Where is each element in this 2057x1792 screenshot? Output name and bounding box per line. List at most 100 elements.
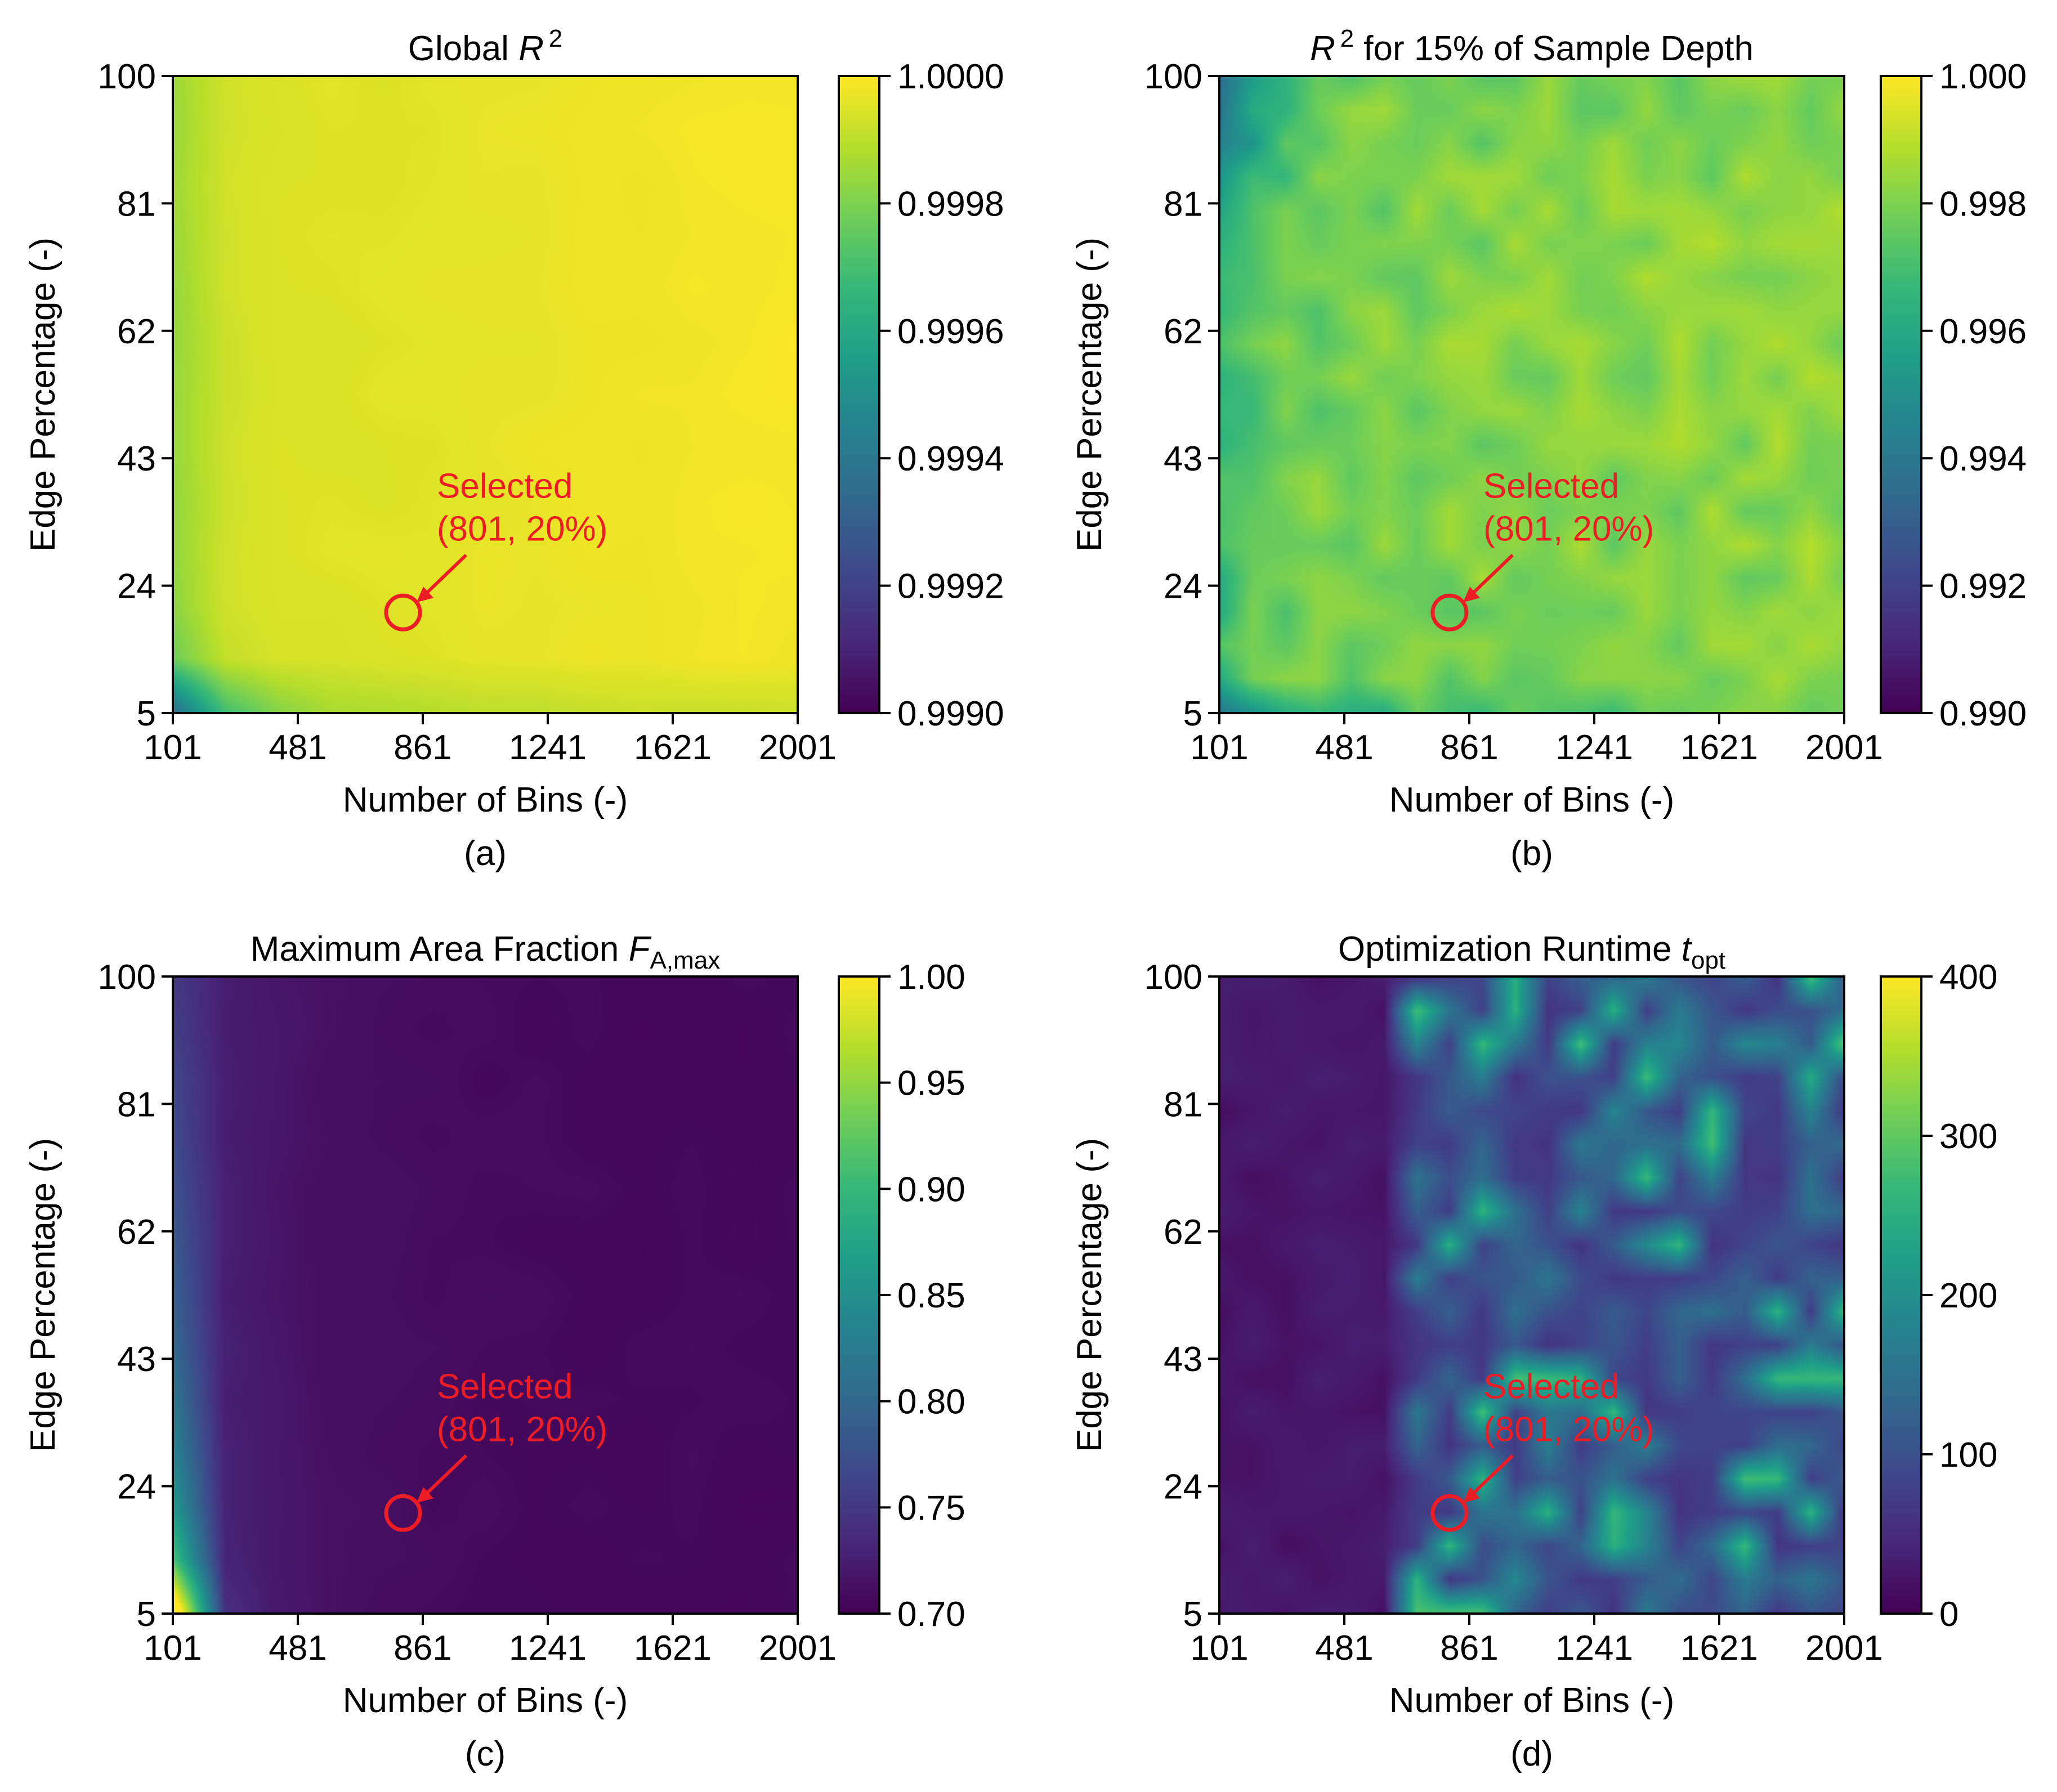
colorbar-tick-label: 200 bbox=[1939, 1276, 1997, 1315]
colorbar bbox=[839, 76, 879, 713]
y-axis-label: Edge Percentage (-) bbox=[1070, 238, 1109, 552]
heatmap-b bbox=[1219, 76, 1844, 713]
selected-arrow bbox=[422, 554, 468, 598]
x-tick-label: 101 bbox=[1190, 728, 1248, 767]
y-tick-label: 43 bbox=[117, 1340, 156, 1379]
colorbar-tick-label: 1.000 bbox=[1939, 57, 2027, 96]
chart-panel-a: Global R 2 101 481 861 1241 1621 2001 5 24 43 62 81… bbox=[24, 25, 1004, 873]
y-tick-label: 24 bbox=[117, 567, 156, 606]
colorbar-tick-label: 0 bbox=[1939, 1595, 1958, 1634]
y-tick-label: 81 bbox=[1164, 185, 1202, 223]
x-tick-label: 861 bbox=[393, 728, 451, 767]
colorbar-tick-label: 100 bbox=[1939, 1436, 1997, 1475]
x-tick-label: 2001 bbox=[1805, 1629, 1883, 1668]
chart-title: Optimization Runtime topt bbox=[1338, 930, 1725, 974]
x-tick-label: 1241 bbox=[1555, 728, 1633, 767]
x-axis-label: Number of Bins (-) bbox=[1389, 781, 1674, 819]
colorbar-tick-label: 0.996 bbox=[1939, 312, 2027, 351]
chart-title: Global R 2 bbox=[408, 25, 563, 68]
heatmap-d bbox=[1219, 976, 1844, 1614]
annotation-label: Selected bbox=[437, 1367, 573, 1406]
y-tick-label: 43 bbox=[1164, 1340, 1202, 1379]
colorbar bbox=[839, 976, 879, 1614]
selected-arrowhead bbox=[416, 1487, 433, 1503]
y-tick-label: 43 bbox=[117, 440, 156, 478]
heatmap-c bbox=[173, 976, 798, 1614]
selected-annotation: Selected (801, 20%) bbox=[1430, 467, 1654, 631]
y-tick-label: 100 bbox=[98, 57, 156, 96]
colorbar-tick-label: 400 bbox=[1939, 958, 1997, 997]
annotation-label: Selected bbox=[1483, 1367, 1619, 1406]
x-tick-label: 481 bbox=[1315, 728, 1373, 767]
x-axis-label: Number of Bins (-) bbox=[343, 1681, 628, 1720]
x-tick-label: 1621 bbox=[1680, 1629, 1758, 1668]
colorbar-tick-label: 0.994 bbox=[1939, 440, 2027, 478]
selected-annotation: Selected (801, 20%) bbox=[384, 467, 607, 631]
y-tick-label: 100 bbox=[98, 958, 156, 997]
y-tick-label: 5 bbox=[1183, 1595, 1202, 1634]
x-tick-label: 1621 bbox=[634, 1629, 712, 1668]
x-tick-label: 1621 bbox=[634, 728, 712, 767]
plot-frame bbox=[172, 75, 799, 714]
x-tick-label: 2001 bbox=[1805, 728, 1883, 767]
selected-marker-circle bbox=[1430, 1494, 1469, 1532]
plot-frame bbox=[172, 975, 799, 1615]
x-tick-label: 481 bbox=[269, 1629, 327, 1668]
colorbar-tick-label: 0.9996 bbox=[897, 312, 1004, 351]
colorbar-tick-label: 0.80 bbox=[897, 1383, 965, 1422]
y-tick-label: 62 bbox=[117, 312, 156, 351]
colorbar-tick-label: 0.9990 bbox=[897, 695, 1004, 733]
colorbar-tick-label: 0.990 bbox=[1939, 695, 2027, 733]
colorbar-tick-label: 0.9998 bbox=[897, 185, 1004, 223]
colorbar-tick-label: 0.9994 bbox=[897, 440, 1004, 478]
x-tick-label: 1241 bbox=[509, 728, 587, 767]
y-tick-label: 81 bbox=[1164, 1085, 1202, 1124]
y-tick-label: 100 bbox=[1144, 57, 1202, 96]
y-tick-label: 24 bbox=[1164, 1468, 1202, 1507]
x-tick-label: 861 bbox=[393, 1629, 451, 1668]
y-tick-label: 62 bbox=[117, 1213, 156, 1252]
colorbar-tick-label: 300 bbox=[1939, 1117, 1997, 1156]
selected-arrow bbox=[422, 1454, 468, 1498]
colorbar-frame bbox=[838, 75, 880, 714]
x-tick-label: 1241 bbox=[1555, 1629, 1633, 1668]
colorbar-tick-label: 0.85 bbox=[897, 1276, 965, 1315]
y-axis-label: Edge Percentage (-) bbox=[24, 1138, 62, 1452]
colorbar-tick-label: 0.9992 bbox=[897, 567, 1004, 606]
annotation-coordinates: (801, 20%) bbox=[1483, 509, 1654, 548]
y-axis-label: Edge Percentage (-) bbox=[1070, 1138, 1109, 1452]
x-tick-label: 861 bbox=[1440, 1629, 1498, 1668]
panel-caption: (a) bbox=[464, 834, 507, 873]
annotation-coordinates: (801, 20%) bbox=[437, 509, 607, 548]
plot-frame bbox=[1218, 975, 1845, 1615]
selected-annotation: Selected (801, 20%) bbox=[1430, 1367, 1654, 1532]
x-tick-label: 861 bbox=[1440, 728, 1498, 767]
colorbar-tick-label: 1.00 bbox=[897, 958, 965, 997]
x-tick-label: 1241 bbox=[509, 1629, 587, 1668]
x-tick-label: 481 bbox=[1315, 1629, 1373, 1668]
x-tick-label: 101 bbox=[144, 728, 202, 767]
annotation-coordinates: (801, 20%) bbox=[1483, 1410, 1654, 1449]
y-tick-label: 5 bbox=[1183, 695, 1202, 733]
annotation-label: Selected bbox=[437, 467, 573, 505]
annotation-label: Selected bbox=[1483, 467, 1619, 505]
selected-annotation: Selected (801, 20%) bbox=[384, 1367, 607, 1532]
y-tick-label: 100 bbox=[1144, 958, 1202, 997]
y-tick-label: 62 bbox=[1164, 312, 1202, 351]
heatmap-a bbox=[173, 76, 798, 713]
chart-panel-c: Maximum Area Fraction FA,max 101 481 861 124… bbox=[24, 930, 965, 1773]
y-tick-label: 43 bbox=[1164, 440, 1202, 478]
selected-marker-circle bbox=[384, 593, 422, 631]
chart-title: R 2 for 15% of Sample Depth bbox=[1310, 25, 1754, 68]
panel-caption: (d) bbox=[1510, 1735, 1553, 1773]
y-tick-label: 81 bbox=[117, 1085, 156, 1124]
y-tick-label: 81 bbox=[117, 185, 156, 223]
plot-frame bbox=[1218, 75, 1845, 714]
colorbar-tick-label: 0.75 bbox=[897, 1489, 965, 1527]
colorbar bbox=[1881, 976, 1921, 1614]
chart-panel-b: R 2 for 15% of Sample Depth 101 481 861 1241… bbox=[1070, 25, 2027, 873]
colorbar-tick-label: 0.998 bbox=[1939, 185, 2027, 223]
colorbar-tick-label: 0.90 bbox=[897, 1170, 965, 1209]
chart-panel-d: Optimization Runtime topt 101 481 861 1241 16… bbox=[1070, 930, 1997, 1773]
